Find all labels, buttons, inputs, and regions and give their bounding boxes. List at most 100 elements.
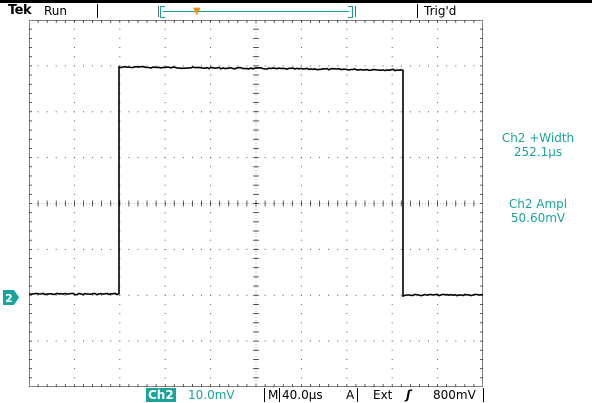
grid-dot <box>346 331 348 333</box>
grid-dot <box>164 28 166 30</box>
grid-dot <box>391 239 393 241</box>
grid-dot <box>464 111 466 113</box>
grid-dot <box>300 56 302 58</box>
grid-dot <box>210 303 212 305</box>
grid-dot <box>355 294 357 296</box>
grid-dot <box>210 37 212 39</box>
grid-dot <box>391 120 393 122</box>
grid-dot <box>182 340 184 342</box>
grid-dot <box>346 322 348 324</box>
grid-dot <box>155 111 157 113</box>
measurement-amplitude: Ch2 Ampl 50.60mV <box>486 197 590 225</box>
grid-dot <box>101 157 103 159</box>
grid-dot <box>64 65 66 67</box>
grid-dot <box>346 359 348 360</box>
grid-dot <box>346 65 348 67</box>
measurement-width-label: Ch2 +Width <box>501 131 575 145</box>
grid-dot <box>346 37 348 39</box>
grid-dot <box>291 294 293 296</box>
grid-dot <box>346 285 348 287</box>
grid-dot <box>446 157 448 159</box>
grid-dot <box>437 248 439 250</box>
grid-dot <box>210 157 212 159</box>
grid-dot <box>337 111 339 113</box>
grid-dot <box>300 74 302 76</box>
grid-dot <box>264 294 266 296</box>
trigger-status: Trig'd <box>424 4 457 18</box>
grid-dot <box>128 248 130 250</box>
grid-dot <box>146 111 148 113</box>
grid-dot <box>164 166 166 168</box>
grid-dot <box>246 294 248 296</box>
grid-dot <box>173 340 175 342</box>
grid-dot <box>346 184 348 186</box>
grid-dot <box>164 340 166 342</box>
graticule-center-axes <box>29 20 483 387</box>
grid-dot <box>346 340 348 342</box>
grid-dot <box>300 248 302 250</box>
grid-dot <box>201 157 202 159</box>
grid-dot <box>146 157 148 159</box>
grid-dot <box>409 157 411 159</box>
grid-dot <box>73 212 75 214</box>
grid-dot <box>337 294 339 296</box>
grid-dot <box>83 157 84 159</box>
grid-dot <box>346 56 348 58</box>
grid-dot <box>110 248 112 250</box>
grid-dot <box>382 248 384 250</box>
grid-dot <box>391 359 393 360</box>
grid-dot <box>300 120 302 122</box>
grid-dot <box>418 111 420 113</box>
grid-dot <box>391 47 393 48</box>
grid-dot <box>73 92 75 94</box>
grid-dot <box>373 65 375 67</box>
top-edge <box>0 0 592 3</box>
grid-dot <box>182 65 184 67</box>
grid-dot <box>191 340 193 342</box>
grid-dot <box>101 294 103 296</box>
grid-dot <box>210 349 212 351</box>
grid-dot <box>273 294 275 296</box>
grid-dot <box>164 212 166 214</box>
grid-dot <box>391 111 393 113</box>
grid-dot <box>391 303 393 305</box>
grid-dot <box>73 313 75 315</box>
grid-dot <box>391 83 393 85</box>
grid-dot <box>73 138 75 140</box>
grid-dot <box>273 248 275 250</box>
grid-dot <box>391 258 393 260</box>
grid-dot <box>210 368 212 370</box>
grid-dot <box>37 340 39 342</box>
trigger-position-icon: ▼ <box>193 6 201 17</box>
trigger-slope-icon: ʃ <box>406 388 411 402</box>
grid-dot <box>391 56 393 58</box>
grid-dot <box>37 157 39 159</box>
grid-dot <box>173 111 175 113</box>
grid-dot <box>282 111 284 113</box>
grid-dot <box>164 349 166 351</box>
grid-dot <box>300 331 302 333</box>
grid-dot <box>210 258 212 260</box>
grid-dot <box>119 340 121 342</box>
grid-dot <box>155 248 157 250</box>
grid-dot <box>55 65 57 67</box>
grid-dot <box>346 230 348 232</box>
grid-dot <box>428 111 429 113</box>
grid-dot <box>391 74 393 76</box>
grid-dot <box>164 221 166 223</box>
grid-dot <box>346 47 348 48</box>
waveform-display <box>29 20 483 387</box>
grid-dot <box>55 248 57 250</box>
grid-dot <box>391 267 393 269</box>
grid-dot <box>219 111 221 113</box>
grid-dot <box>210 340 212 342</box>
grid-dot <box>391 331 393 333</box>
grid-dot <box>437 313 439 315</box>
acquisition-status: Run <box>44 4 68 18</box>
record-left-bracket <box>160 6 165 18</box>
grid-dot <box>164 294 166 296</box>
grid-dot <box>300 377 302 379</box>
grid-dot <box>119 303 121 305</box>
grid-dot <box>164 83 166 85</box>
grid-dot <box>182 111 184 113</box>
